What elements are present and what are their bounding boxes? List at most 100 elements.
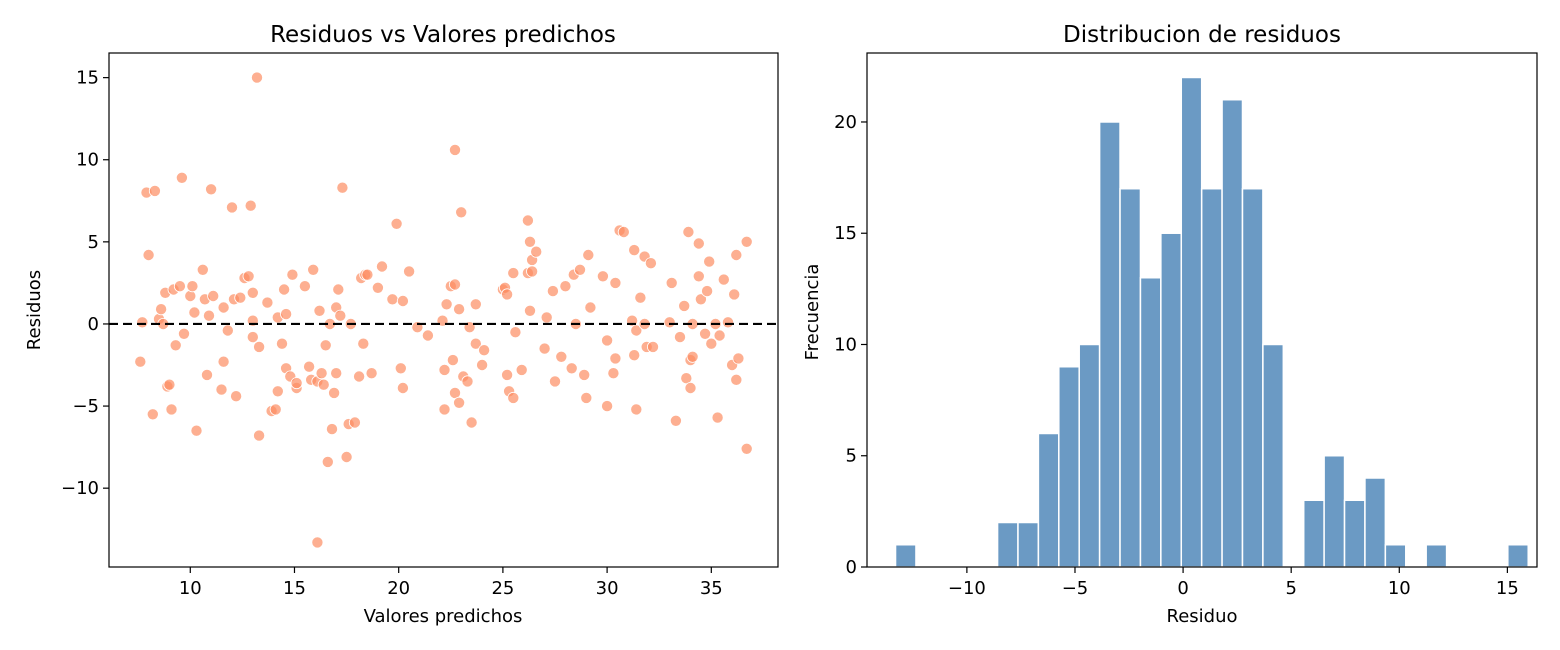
scatter-point (647, 340, 660, 353)
scatter-point (375, 260, 388, 273)
scatter-point (253, 340, 266, 353)
scatter-point (694, 293, 707, 306)
histogram-bar (1098, 121, 1121, 568)
scatter-point (580, 391, 593, 404)
scatter-point (682, 225, 695, 238)
histogram-bar (1302, 499, 1325, 568)
scatter-point (186, 280, 199, 293)
scatter-point (565, 362, 578, 375)
y-tick-label: 10 (834, 334, 857, 355)
scatter-point (461, 375, 474, 388)
scatter-point (692, 237, 705, 250)
histogram-bar (1180, 76, 1203, 568)
residuals-histogram-panel: Distribucion de residuos −10 −5 0 5 10 15 0 5 1… (802, 22, 1538, 627)
histogram-bar (1323, 454, 1346, 568)
scatter-point (278, 283, 291, 296)
scatter-point (701, 285, 714, 298)
scatter-point (507, 391, 520, 404)
scatter-point (403, 265, 416, 278)
scatter-point (202, 309, 215, 322)
histogram-y-axis-ticks: 0 5 10 15 20 (834, 112, 867, 578)
scatter-x-axis-label: Valores predichos (364, 606, 523, 627)
histogram-bar (1384, 544, 1407, 568)
scatter-point (155, 303, 168, 316)
y-tick-label: −5 (72, 396, 99, 417)
scatter-point (421, 329, 434, 342)
scatter-point (319, 339, 332, 352)
scatter-point (234, 291, 247, 304)
histogram-bar (1160, 232, 1183, 568)
scatter-point (163, 378, 176, 391)
x-tick-label: 0 (1177, 578, 1188, 599)
histogram-bar (1037, 432, 1060, 568)
histogram-bar (1425, 544, 1448, 568)
histogram-bar (894, 544, 917, 568)
scatter-y-axis-label: Residuos (24, 270, 45, 350)
scatter-point (242, 270, 255, 283)
scatter-point (601, 400, 614, 413)
scatter-point (578, 368, 591, 381)
scatter-point (334, 309, 347, 322)
scatter-point (269, 403, 282, 416)
scatter-point (507, 267, 520, 280)
histogram-bar (1221, 98, 1244, 568)
scatter-point (684, 381, 697, 394)
scatter-point (177, 327, 190, 340)
scatter-point (169, 339, 182, 352)
scatter-point (225, 201, 238, 214)
scatter-point (330, 367, 343, 380)
scatter-point (469, 337, 482, 350)
scatter-point (340, 450, 353, 463)
x-tick-label: 20 (387, 578, 410, 599)
scatter-point (524, 235, 537, 248)
scatter-point (448, 143, 461, 156)
histogram-bar (1200, 187, 1223, 568)
scatter-point (686, 350, 699, 363)
scatter-point (713, 329, 726, 342)
x-tick-label: 10 (1388, 578, 1411, 599)
scatter-point (628, 244, 641, 257)
scatter-point (315, 367, 328, 380)
scatter-point (148, 184, 161, 197)
scatter-point (253, 429, 266, 442)
y-tick-label: 15 (76, 68, 99, 89)
x-tick-label: −5 (1062, 578, 1089, 599)
scatter-point (190, 424, 203, 437)
residuals-scatter-panel: Residuos vs Valores predichos 10 15 20 25 30… (24, 22, 779, 627)
scatter-point (348, 416, 361, 429)
scatter-point (546, 285, 559, 298)
scatter-point (207, 289, 220, 302)
scatter-point (501, 288, 514, 301)
y-tick-label: 0 (846, 557, 857, 578)
scatter-point (448, 278, 461, 291)
histogram-bar (1364, 477, 1387, 568)
scatter-point (584, 301, 597, 314)
scatter-point (630, 324, 643, 337)
scatter-point (390, 217, 403, 230)
y-tick-label: 15 (834, 223, 857, 244)
scatter-point (730, 373, 743, 386)
scatter-point (275, 337, 288, 350)
scatter-title: Residuos vs Valores predichos (270, 22, 616, 48)
scatter-point (465, 416, 478, 429)
scatter-point (607, 367, 620, 380)
scatter-point (555, 350, 568, 363)
scatter-point (740, 442, 753, 455)
scatter-point (678, 299, 691, 312)
scatter-point (394, 362, 407, 375)
scatter-point (609, 352, 622, 365)
histogram-title: Distribucion de residuos (1063, 22, 1341, 48)
scatter-point (617, 225, 630, 238)
y-tick-label: 20 (834, 112, 857, 133)
scatter-point (261, 296, 274, 309)
scatter-x-axis-ticks: 10 15 20 25 30 35 (179, 567, 723, 599)
x-tick-label: −10 (948, 578, 986, 599)
scatter-point (271, 385, 284, 398)
scatter-point (728, 288, 741, 301)
histogram-bars (894, 76, 1529, 568)
scatter-point (601, 334, 614, 347)
scatter-point (246, 331, 259, 344)
scatter-points (134, 71, 753, 549)
histogram-y-axis-label: Frecuencia (802, 264, 823, 361)
histogram-bar (996, 521, 1019, 568)
